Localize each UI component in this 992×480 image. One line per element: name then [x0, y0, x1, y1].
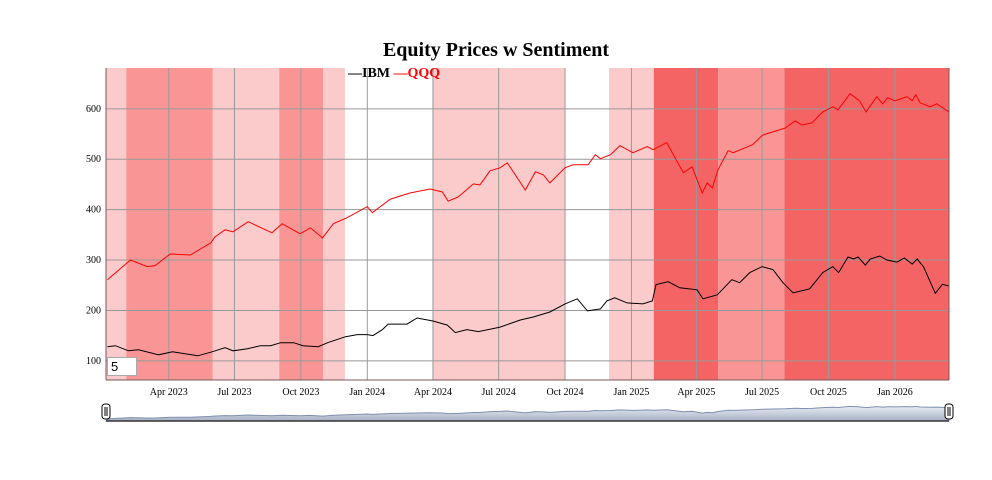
- range-handle-right[interactable]: [944, 403, 954, 420]
- series-lines: [107, 93, 950, 357]
- y-axis-ticks: 100 200 300 400 500 600: [86, 104, 101, 367]
- x-tick-label: Oct 2023: [282, 387, 319, 398]
- x-tick-label: Oct 2025: [810, 387, 847, 398]
- sentiment-band-high: [784, 68, 949, 380]
- range-selector-plot: [105, 405, 950, 422]
- legend-ibm: —IBM: [348, 66, 390, 81]
- y-tick-label: 100: [86, 356, 101, 367]
- y-tick-label: 600: [86, 104, 101, 115]
- x-tick-label: Oct 2024: [547, 387, 584, 398]
- axes: [105, 68, 950, 381]
- x-tick-label: Jan 2025: [614, 387, 650, 398]
- legend: —IBM —QQQ: [348, 66, 440, 82]
- x-tick-label: Apr 2023: [150, 387, 188, 398]
- y-tick-label: 300: [86, 255, 101, 266]
- chart-title: Equity Prices w Sentiment: [382, 39, 610, 61]
- x-axis-ticks: Apr 2023 Jul 2023 Oct 2023 Jan 2024 Apr 2024…: [150, 387, 913, 398]
- sentiment-band-low: [106, 68, 127, 380]
- x-tick-label: Jan 2024: [349, 387, 385, 398]
- x-tick-label: Jul 2024: [482, 387, 516, 398]
- sentiment-band-low: [212, 68, 280, 380]
- x-tick-label: Apr 2024: [414, 387, 452, 398]
- range-handle-left[interactable]: [101, 403, 111, 420]
- series-line-qqq: [107, 93, 950, 281]
- x-tick-label: Jul 2023: [217, 387, 251, 398]
- range-selector[interactable]: [101, 403, 954, 422]
- roll-period-input[interactable]: [107, 357, 137, 376]
- sentiment-band-medium: [718, 68, 785, 380]
- x-tick-label: Jan 2026: [877, 387, 913, 398]
- y-tick-label: 500: [86, 154, 101, 165]
- x-tick-label: Jul 2025: [745, 387, 779, 398]
- y-tick-label: 200: [86, 305, 101, 316]
- sentiment-bands: [106, 68, 949, 380]
- sentiment-band-low: [323, 68, 345, 380]
- x-tick-label: Apr 2025: [677, 387, 715, 398]
- legend-ibm-label: IBM: [362, 66, 390, 81]
- legend-qqq-label: QQQ: [407, 66, 441, 81]
- legend-qqq: —QQQ: [393, 66, 441, 81]
- sentiment-band-medium: [126, 68, 213, 380]
- sentiment-band-high: [653, 68, 719, 380]
- y-tick-label: 400: [86, 205, 101, 216]
- grid-lines: [106, 68, 949, 380]
- series-line-ibm: [107, 255, 950, 357]
